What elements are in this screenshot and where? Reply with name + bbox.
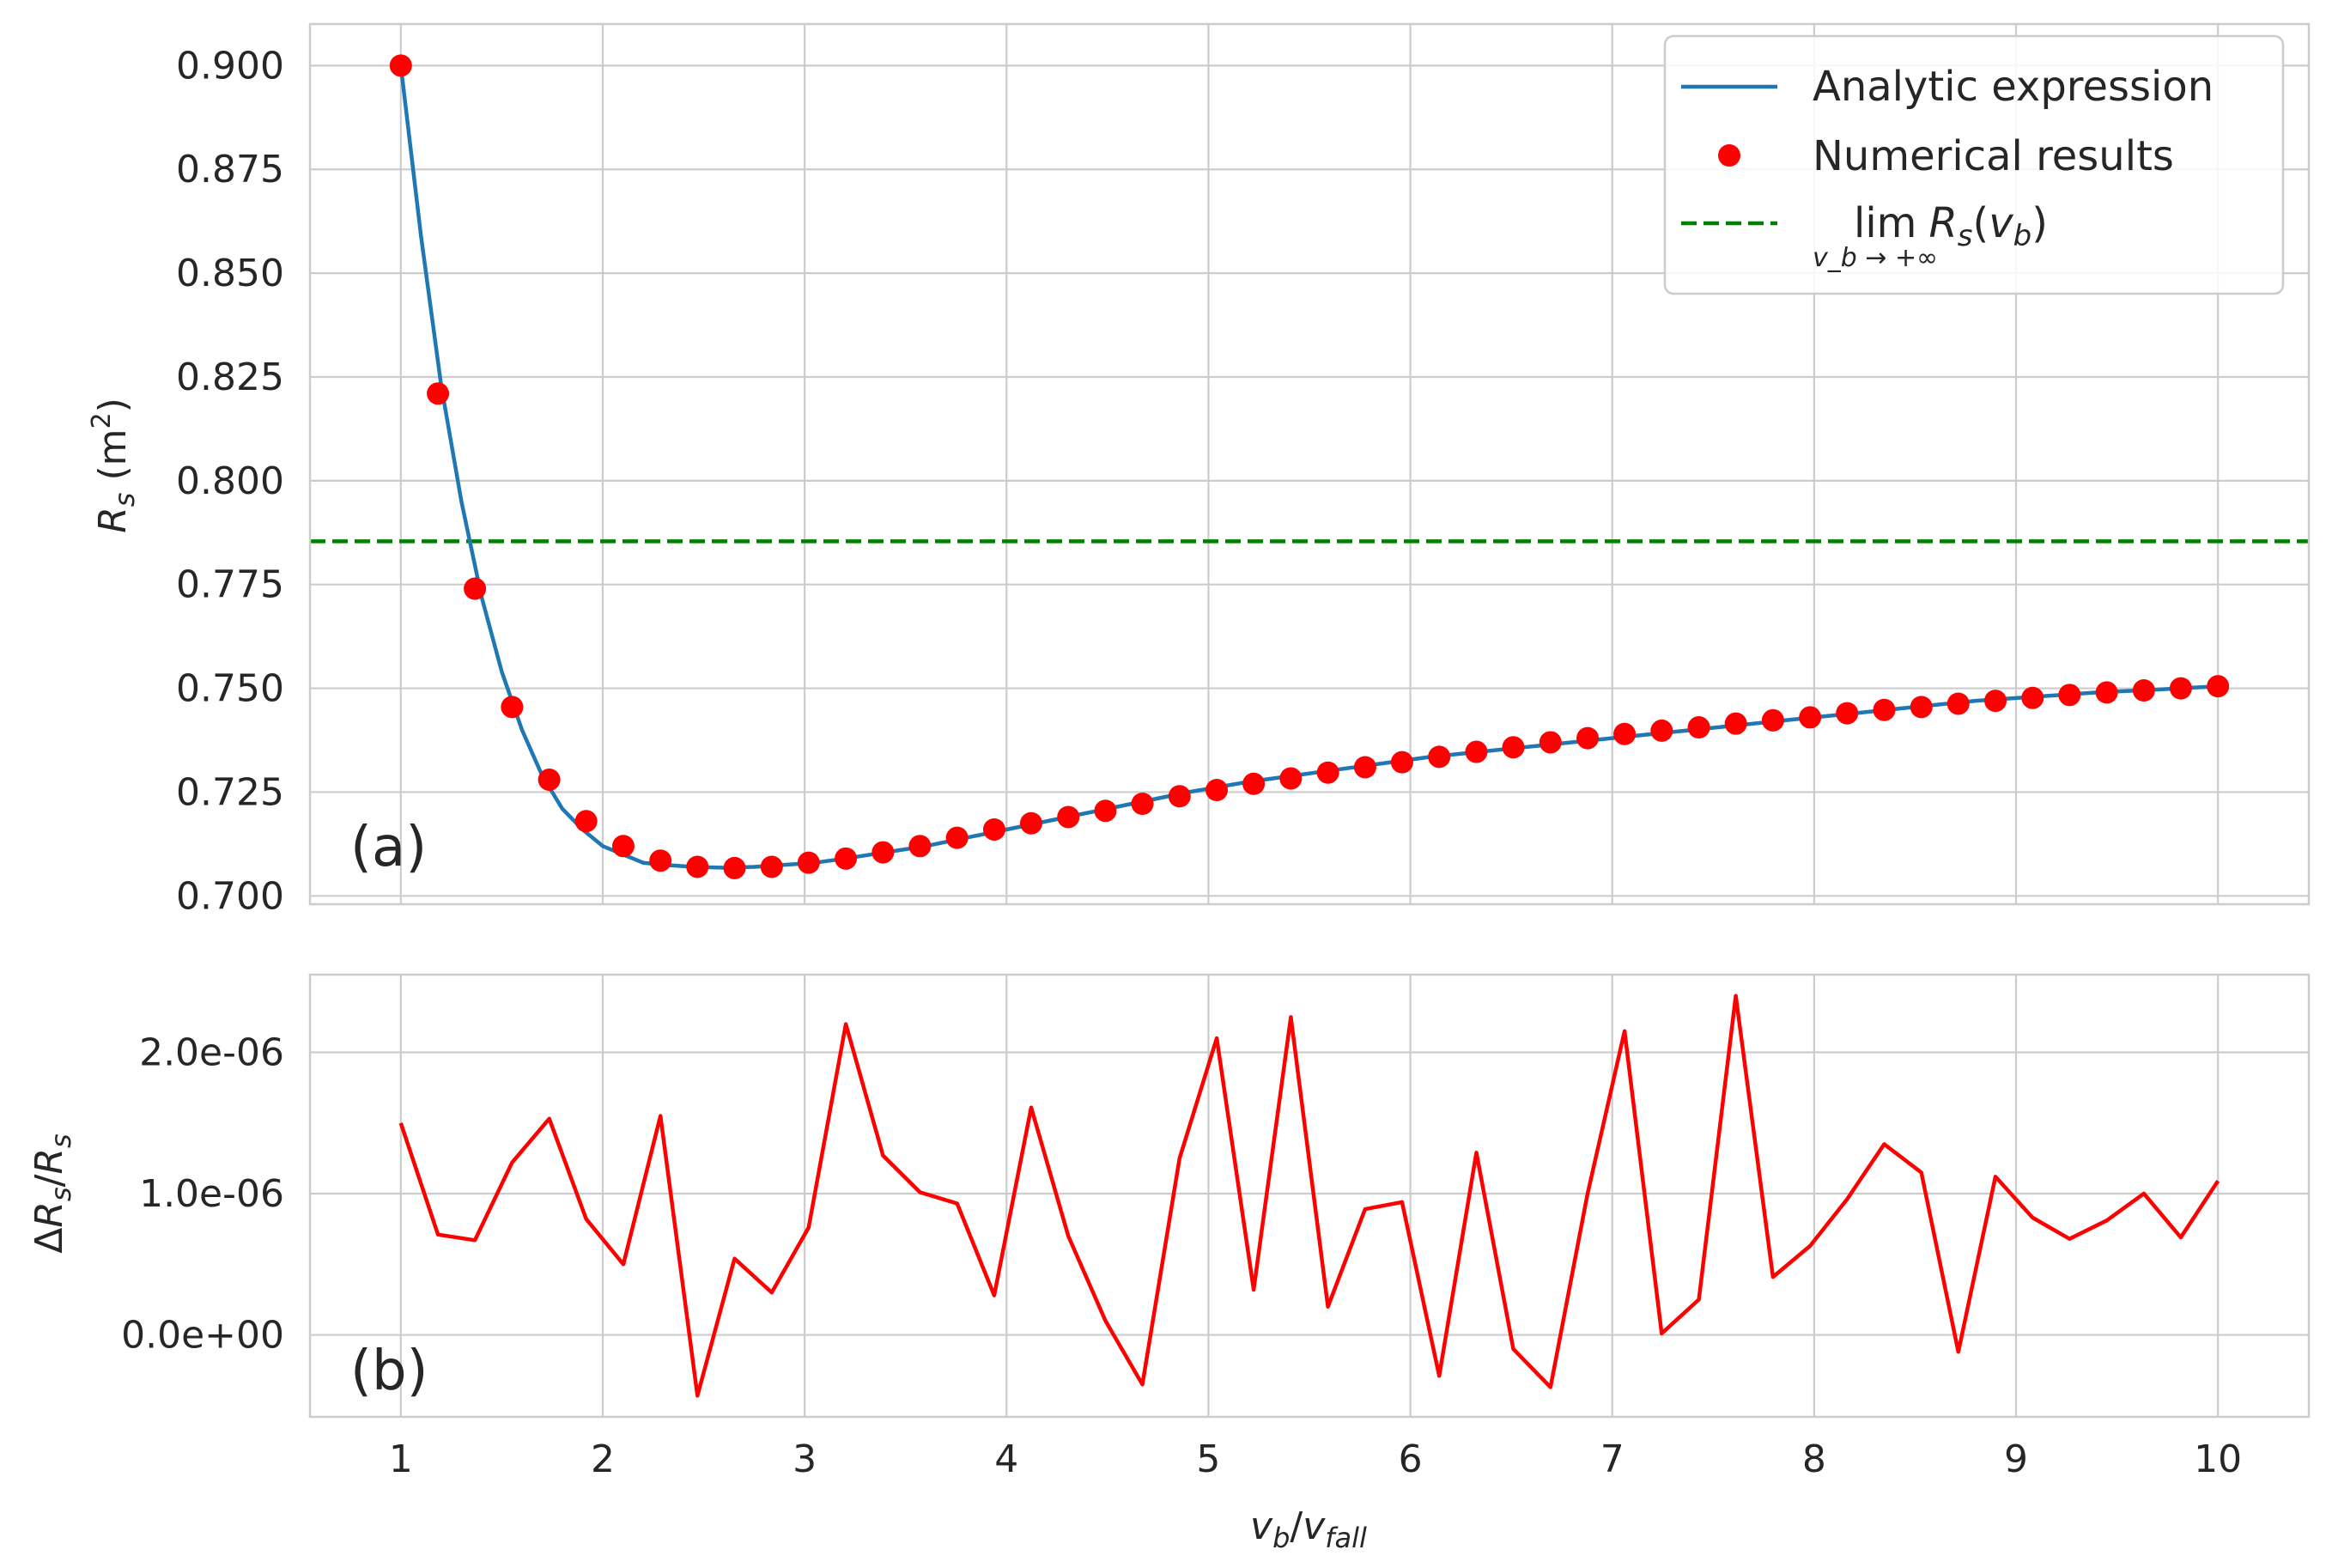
x-tick-label: 5 [1196,1437,1220,1481]
numerical-result-point [1057,805,1080,829]
x-tick-label: 1 [389,1437,413,1481]
panel-b-x-tick-labels: 1 2 3 4 5 6 7 8 9 10 [389,1437,2242,1481]
numerical-result-point [1019,811,1042,835]
legend-limit-label: lim Rs(vb) [1854,199,2048,253]
numerical-result-point [871,841,895,864]
numerical-result-point [1761,708,1784,732]
numerical-result-point [1799,706,1822,729]
numerical-result-point [1650,719,1673,742]
numerical-result-point [1428,745,1451,769]
numerical-result-point [649,849,672,872]
panel-b-y-tick-labels: 0.0e+00 1.0e-06 2.0e-06 [121,1030,284,1357]
numerical-result-point [686,855,709,878]
numerical-result-point [982,817,1005,841]
x-tick-label: 4 [994,1437,1018,1481]
panel-a-y-tick-label: 0.750 [176,667,284,711]
numerical-result-point [1502,736,1525,759]
panel-a-frame [308,22,2311,906]
panel-a-y-tick-label: 0.700 [176,874,284,918]
panel-b-y-tick-label: 0.0e+00 [121,1314,284,1358]
numerical-result-point [1316,761,1339,784]
numerical-result-point [611,835,635,858]
legend-numerical-label: Numerical results [1813,132,2174,180]
numerical-results-points [389,54,2230,879]
panel-b-frame [308,973,2311,1419]
x-tick-label: 2 [591,1437,615,1481]
numerical-result-point [574,810,598,833]
numerical-result-point [2132,679,2155,702]
numerical-result-point [723,856,746,879]
numerical-result-point [1724,712,1747,735]
panel-a-y-axis-label: Rs (m2) [87,398,141,533]
panel-b-label: (b) [350,1340,428,1403]
numerical-result-point [945,826,969,849]
numerical-result-point [537,768,561,791]
x-tick-label: 6 [1399,1437,1423,1481]
panel-a-y-tick-label: 0.800 [176,459,284,503]
numerical-result-point [1613,722,1637,745]
numerical-result-point [1353,756,1376,779]
numerical-result-point [427,382,450,405]
numerical-result-point [2021,686,2044,709]
legend-analytic-label: Analytic expression [1813,63,2214,111]
numerical-result-point [1910,696,1933,719]
numerical-result-point [1539,731,1562,754]
panel-a-y-tick-label: 0.850 [176,252,284,295]
numerical-result-point [1873,698,1896,721]
panel-b-y-axis-label: ΔRs/Rs [27,1133,77,1253]
numerical-result-point [1168,785,1191,808]
numerical-result-point [1465,740,1488,763]
x-tick-label: 10 [2194,1437,2242,1481]
x-tick-label: 7 [1600,1437,1625,1481]
panel-a-y-tick-labels: 0.700 0.725 0.750 0.775 0.800 0.825 0.850 0.875… [176,44,284,918]
numerical-result-point [1576,726,1600,750]
numerical-result-point [464,577,487,600]
panel-a-y-tick-label: 0.900 [176,44,284,88]
numerical-result-point [908,835,932,858]
panel-a-y-tick-label: 0.825 [176,356,284,399]
panel-a-y-tick-label: 0.725 [176,770,284,814]
relative-difference-line [398,994,2220,1398]
panel-a-plot: 0.700 0.725 0.750 0.775 0.800 0.825 0.850 0.875… [87,22,2311,918]
numerical-result-point [1279,767,1303,790]
x-tick-label: 3 [793,1437,817,1481]
legend-limit-subscript: v_b → +∞ [1813,243,1938,273]
panel-b-plot: 0.0e+00 1.0e-06 2.0e-06 1 2 3 4 5 6 7 8 9 10 (b) ΔR… [27,973,2311,1554]
numerical-result-point [835,847,858,870]
x-tick-label: 8 [1802,1437,1826,1481]
numerical-result-point [1205,779,1229,802]
panel-b-y-tick-label: 1.0e-06 [139,1172,284,1216]
numerical-result-point [2058,684,2081,707]
numerical-result-point [2095,681,2118,704]
numerical-result-point [760,855,783,878]
numerical-result-point [2169,677,2192,700]
x-axis-label: vb/vfall [1250,1504,1367,1554]
panel-a-label: (a) [350,816,427,879]
numerical-result-point [797,851,820,874]
numerical-result-point [389,54,412,77]
numerical-result-point [1094,799,1117,823]
numerical-result-point [1836,702,1859,725]
panel-b-gridlines [310,975,2309,1417]
numerical-result-point [501,696,524,719]
numerical-result-point [2207,675,2230,698]
numerical-result-point [1687,716,1710,739]
relative-difference-curve [398,994,2220,1398]
numerical-result-point [1984,690,2007,713]
panel-a-y-tick-label: 0.875 [176,148,284,191]
panel-a-y-tick-label: 0.775 [176,563,284,607]
numerical-result-point [1946,692,1970,715]
x-tick-label: 9 [2004,1437,2028,1481]
numerical-result-point [1390,751,1413,774]
legend: Analytic expression Numerical results li… [1663,34,2285,295]
panel-b-y-tick-label: 2.0e-06 [139,1030,284,1074]
numerical-result-point [1242,772,1266,795]
legend-box [1663,34,2285,295]
panel-a-gridlines [310,24,2309,904]
numerical-result-point [1131,792,1154,815]
legend-numerical-swatch [1718,144,1740,167]
